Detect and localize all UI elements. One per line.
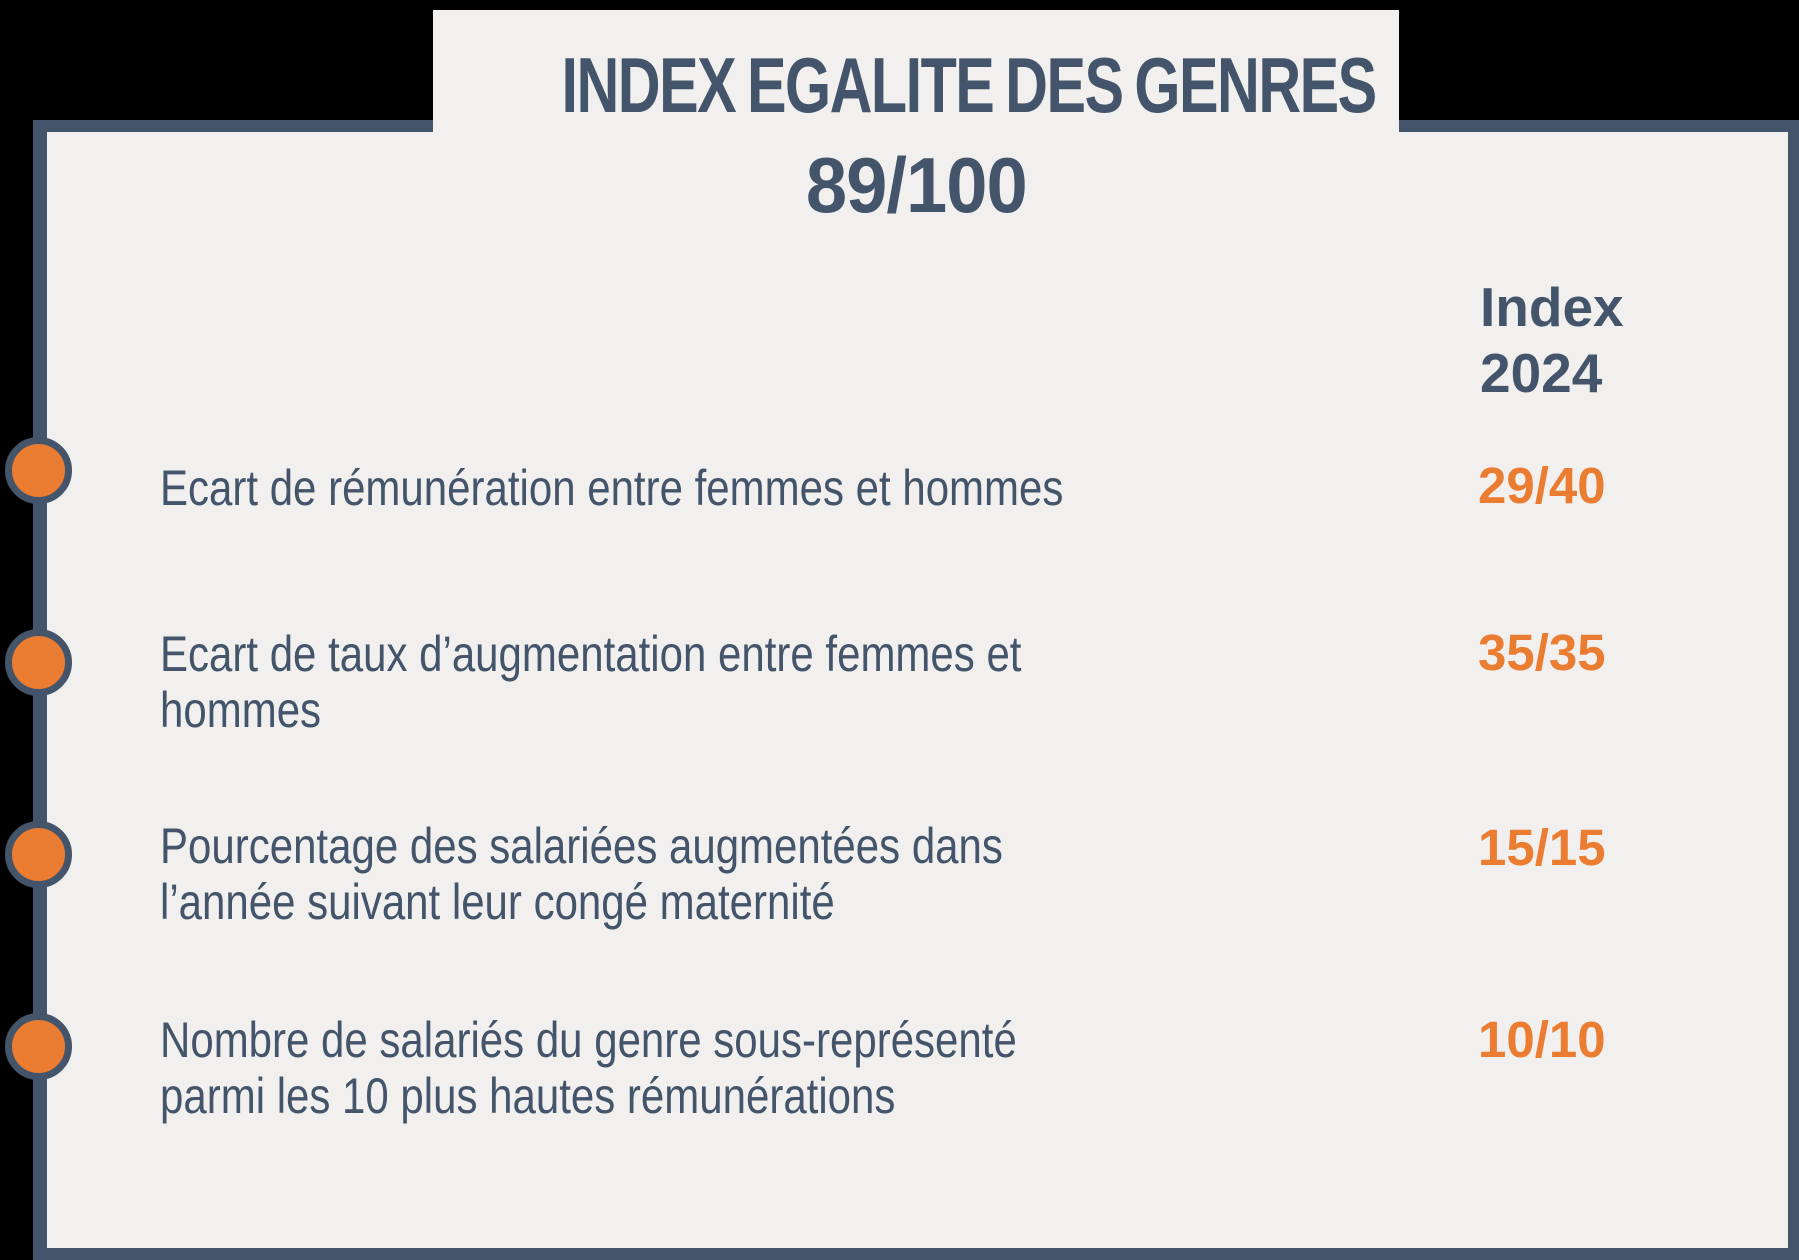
indicator-value: 29/40 bbox=[1478, 457, 1606, 514]
indicator-value: 10/10 bbox=[1478, 1011, 1606, 1068]
indicator-row-label: Ecart de taux d’augmentation entre femme… bbox=[160, 626, 1460, 738]
page-title-text: INDEX EGALITE DES GENRES bbox=[561, 41, 1378, 129]
index-card bbox=[33, 120, 1799, 1260]
overall-score: 89/100 bbox=[433, 135, 1399, 235]
indicator-label-text: Nombre de salariés du genre sous-représe… bbox=[160, 1012, 1017, 1124]
page-title: INDEX EGALITE DES GENRES bbox=[433, 35, 1399, 135]
bullet-circle-icon bbox=[5, 1013, 72, 1080]
indicator-row-label: Nombre de salariés du genre sous-représe… bbox=[160, 1012, 1460, 1124]
indicator-label-text: Pourcentage des salariées augmentées dan… bbox=[160, 818, 1003, 930]
indicator-row-label: Pourcentage des salariées augmentées dan… bbox=[160, 818, 1460, 930]
overall-score-text: 89/100 bbox=[805, 141, 1028, 229]
bullet-circle-icon bbox=[5, 821, 72, 888]
title-banner: INDEX EGALITE DES GENRES 89/100 bbox=[433, 10, 1399, 240]
column-header-index-2024: Index 2024 bbox=[1480, 276, 1624, 404]
bullet-circle-icon bbox=[5, 629, 72, 696]
indicator-value: 35/35 bbox=[1478, 624, 1606, 681]
indicator-label-text: Ecart de rémunération entre femmes et ho… bbox=[160, 460, 1064, 516]
indicator-row-label: Ecart de rémunération entre femmes et ho… bbox=[160, 460, 1460, 516]
indicator-value: 15/15 bbox=[1478, 819, 1606, 876]
indicator-label-text: Ecart de taux d’augmentation entre femme… bbox=[160, 626, 1022, 738]
bullet-circle-icon bbox=[5, 437, 72, 504]
